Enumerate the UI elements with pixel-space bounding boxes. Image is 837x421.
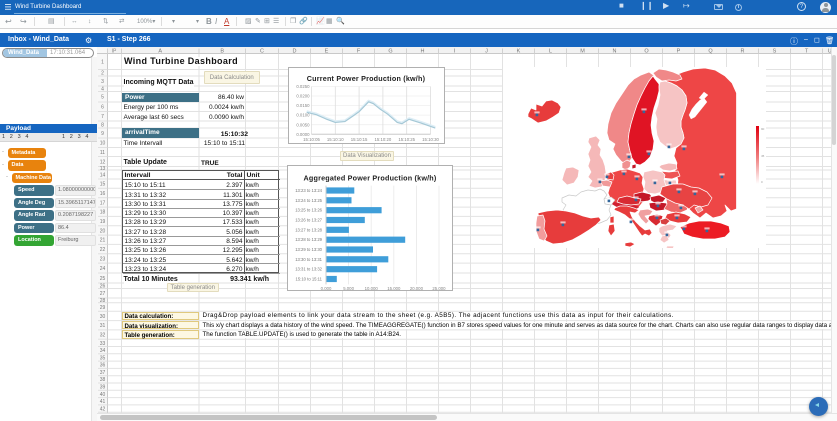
svg-text:13:26 to 13:27: 13:26 to 13:27 xyxy=(295,217,322,222)
svg-text:34: 34 xyxy=(100,348,106,354)
svg-text:10.000: 10.000 xyxy=(365,286,379,290)
svg-text:13:25 to 13:26: 13:25 to 13:26 xyxy=(295,207,322,212)
svg-text:S: S xyxy=(773,49,777,55)
svg-text:0.0200: 0.0200 xyxy=(296,93,310,98)
svg-text:20: 20 xyxy=(100,228,106,234)
svg-text:T: T xyxy=(805,49,809,55)
svg-text:15:10:20: 15:10:20 xyxy=(375,137,392,142)
svg-text:7: 7 xyxy=(101,114,104,120)
svg-text:18: 18 xyxy=(100,210,106,216)
svg-text:11: 11 xyxy=(100,150,105,156)
svg-text:15:10:25: 15:10:25 xyxy=(398,137,415,142)
svg-text:27: 27 xyxy=(100,291,106,297)
svg-text:15: 15 xyxy=(100,182,106,188)
svg-text:12: 12 xyxy=(100,159,106,165)
svg-text:29: 29 xyxy=(100,305,106,311)
svg-text:G: G xyxy=(388,49,392,55)
svg-text:N: N xyxy=(613,49,617,55)
svg-text:3: 3 xyxy=(101,79,104,85)
svg-text:I: I xyxy=(454,49,456,55)
svg-text:0.0250: 0.0250 xyxy=(296,84,310,89)
svg-text:5.000: 5.000 xyxy=(343,286,354,290)
svg-text:C: C xyxy=(260,49,264,55)
svg-text:13:27 to 13:28: 13:27 to 13:28 xyxy=(295,227,322,232)
svg-text:U: U xyxy=(828,49,832,55)
svg-text:33: 33 xyxy=(100,341,106,347)
svg-text:10: 10 xyxy=(100,141,106,147)
svg-text:42: 42 xyxy=(100,406,106,412)
svg-text:0: 0 xyxy=(761,180,763,184)
svg-text:22: 22 xyxy=(100,247,106,253)
svg-text:J: J xyxy=(485,49,488,55)
svg-text:13:29 to 13:30: 13:29 to 13:30 xyxy=(295,247,322,252)
svg-text:13:23 to 13:24: 13:23 to 13:24 xyxy=(295,188,322,193)
svg-text:8: 8 xyxy=(101,122,104,128)
svg-text:4: 4 xyxy=(101,87,104,93)
svg-text:M: M xyxy=(580,49,585,55)
svg-text:13:28 to 13:29: 13:28 to 13:29 xyxy=(295,237,322,242)
svg-text:23: 23 xyxy=(100,256,106,262)
svg-text:Current Power Production (kw/h: Current Power Production (kw/h) xyxy=(307,74,426,83)
svg-text:1: 1 xyxy=(101,59,104,65)
svg-text:6: 6 xyxy=(101,105,104,111)
svg-text:0.0050: 0.0050 xyxy=(296,122,310,127)
svg-text:13:24 to 13:25: 13:24 to 13:25 xyxy=(295,197,322,202)
svg-text:30: 30 xyxy=(100,314,106,320)
svg-text:15:10:05: 15:10:05 xyxy=(303,137,320,142)
svg-text:41: 41 xyxy=(100,399,106,405)
svg-text:38: 38 xyxy=(100,377,106,383)
svg-text:15:10 to 15:11: 15:10 to 15:11 xyxy=(296,276,323,281)
svg-text:D: D xyxy=(293,49,297,55)
svg-text:IP: IP xyxy=(112,49,117,55)
svg-text:5: 5 xyxy=(101,95,104,101)
svg-text:A: A xyxy=(158,49,162,55)
svg-text:2: 2 xyxy=(101,71,104,77)
svg-text:35: 35 xyxy=(100,355,106,361)
svg-text:28: 28 xyxy=(100,298,106,304)
svg-text:19: 19 xyxy=(100,219,106,225)
svg-text:15.000: 15.000 xyxy=(387,286,401,290)
svg-text:24: 24 xyxy=(100,266,106,272)
svg-text:37: 37 xyxy=(100,370,106,376)
svg-text:0.000: 0.000 xyxy=(321,286,332,290)
svg-text:0.0000: 0.0000 xyxy=(296,131,310,136)
svg-text:15:10:15: 15:10:15 xyxy=(351,137,368,142)
svg-text:25: 25 xyxy=(100,276,106,282)
svg-text:13:30 to 13:31: 13:30 to 13:31 xyxy=(295,256,322,261)
svg-text:32: 32 xyxy=(100,332,106,338)
svg-text:20.000: 20.000 xyxy=(410,286,424,290)
svg-text:40: 40 xyxy=(100,392,106,398)
svg-text:15:10:30: 15:10:30 xyxy=(422,137,439,142)
svg-text:B: B xyxy=(220,49,224,55)
svg-text:9: 9 xyxy=(101,131,104,137)
svg-text:45: 45 xyxy=(761,154,765,158)
svg-text:16: 16 xyxy=(100,191,106,197)
svg-text:R: R xyxy=(741,49,745,55)
svg-text:17: 17 xyxy=(100,200,106,206)
svg-text:Aggregated Power Production (k: Aggregated Power Production (kw/h) xyxy=(304,173,437,182)
svg-text:P: P xyxy=(677,49,681,55)
svg-text:H: H xyxy=(421,49,425,55)
svg-text:21: 21 xyxy=(100,238,106,244)
svg-text:Q: Q xyxy=(708,49,713,55)
svg-text:E: E xyxy=(325,49,329,55)
svg-text:36: 36 xyxy=(100,363,106,369)
svg-text:31: 31 xyxy=(100,323,106,329)
svg-text:O: O xyxy=(644,49,649,55)
svg-text:26: 26 xyxy=(100,284,106,290)
svg-text:90: 90 xyxy=(761,127,765,131)
svg-text:13: 13 xyxy=(100,166,106,172)
svg-text:14: 14 xyxy=(100,172,106,178)
svg-text:0.0150: 0.0150 xyxy=(296,103,310,108)
svg-text:0.0100: 0.0100 xyxy=(296,112,310,117)
svg-text:K: K xyxy=(517,49,521,55)
svg-text:L: L xyxy=(549,49,552,55)
svg-text:39: 39 xyxy=(100,385,106,391)
svg-text:13:31 to 13:32: 13:31 to 13:32 xyxy=(295,266,322,271)
svg-text:F: F xyxy=(357,49,361,55)
svg-text:25.000: 25.000 xyxy=(432,286,446,290)
svg-text:15:10:10: 15:10:10 xyxy=(327,137,344,142)
